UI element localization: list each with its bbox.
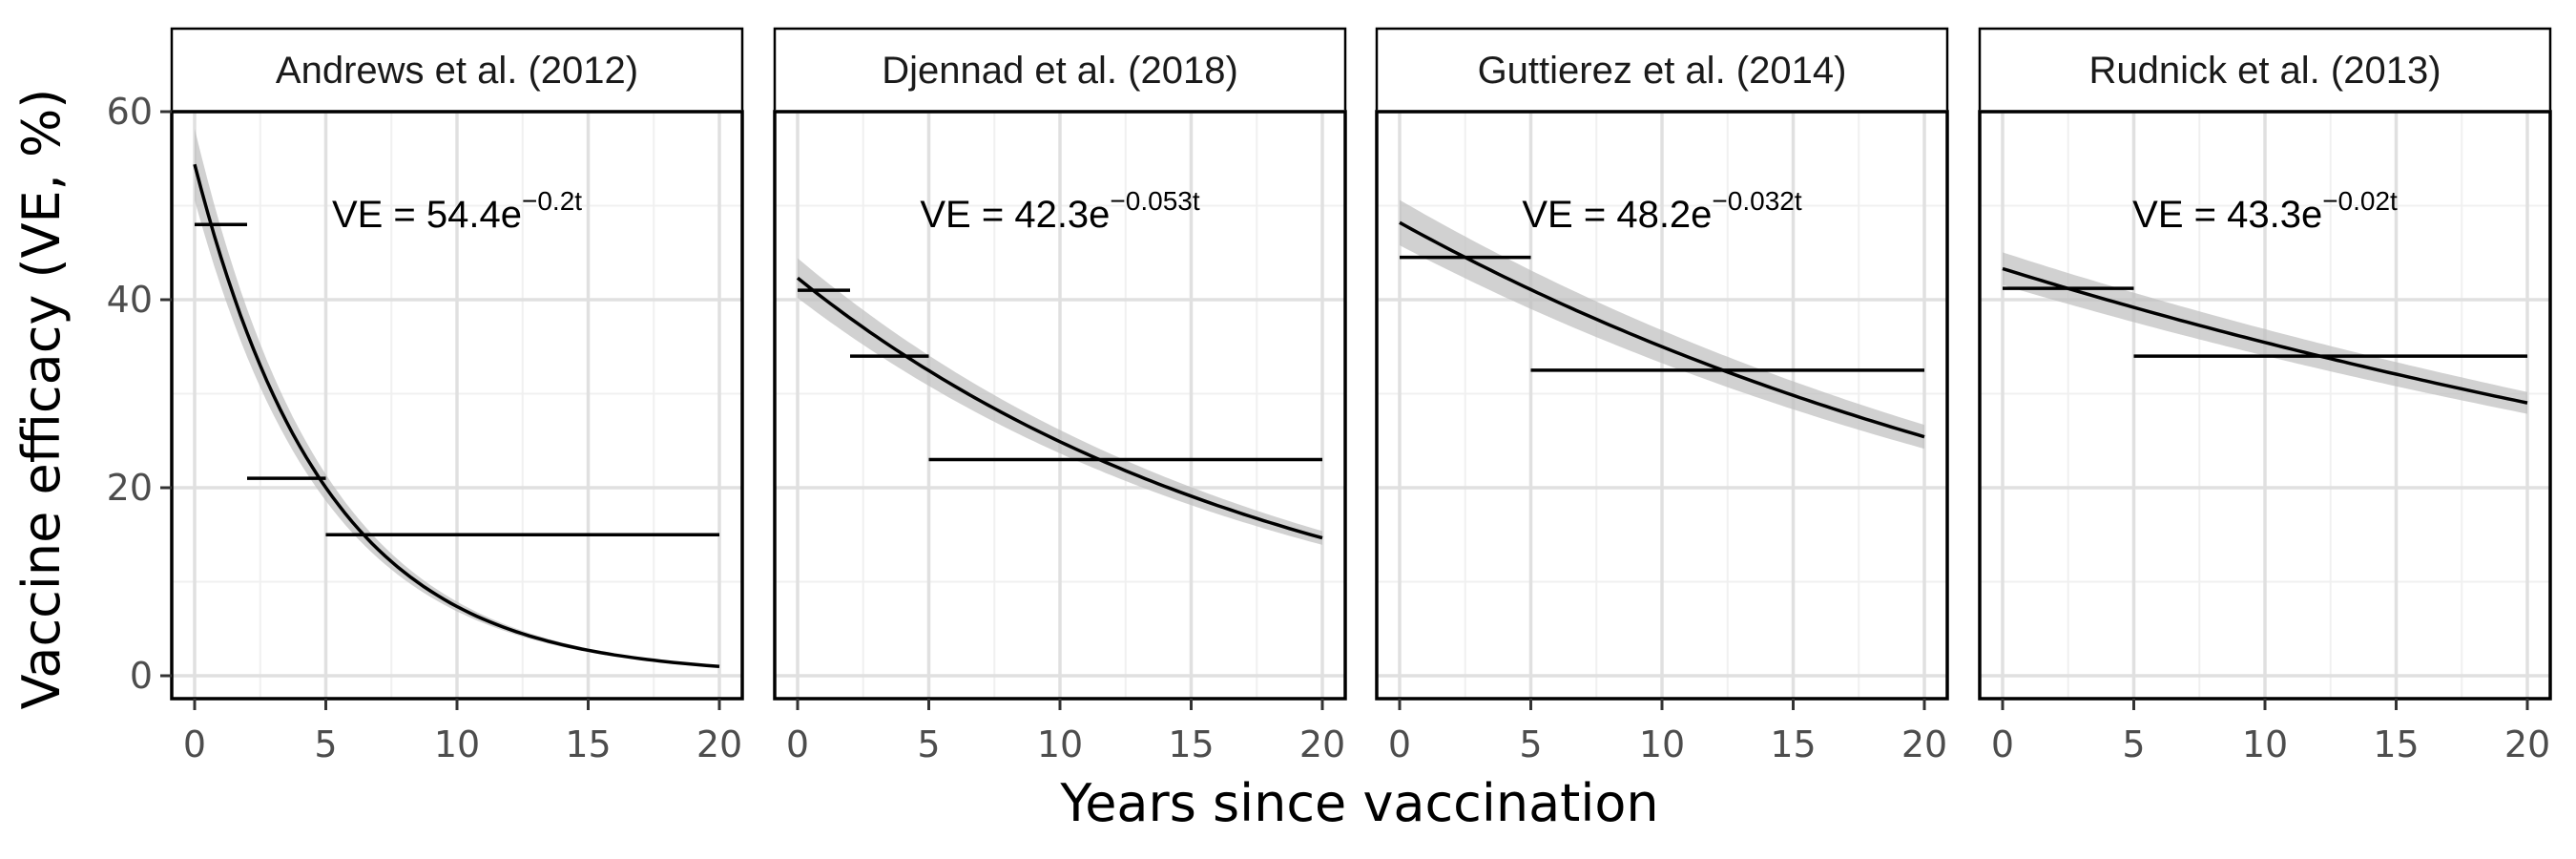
- x-tick-label: 5: [2122, 723, 2145, 765]
- x-tick-label: 10: [434, 723, 480, 765]
- x-axis-title: Years since vaccination: [1059, 773, 1658, 833]
- x-tick-label: 0: [1991, 723, 2014, 765]
- facet-strip-title: Guttierez et al. (2014): [1478, 50, 1847, 92]
- facet-strip: [1375, 27, 1949, 114]
- fitted-curve: [1399, 220, 1925, 439]
- model-equation: VE = 43.3e−0.02t: [2132, 186, 2398, 236]
- y-axis-title: Vaccine efficacy (VE, %): [11, 89, 72, 710]
- facet-strip-title: Rudnick et al. (2013): [2088, 50, 2441, 92]
- facet-panels: Andrews et al. (2012) VE = 54.4e−0.2t 0 5 10…: [107, 27, 2552, 765]
- facet-panel: Djennad et al. (2018) VE = 42.3e−0.053t 0 5…: [773, 27, 1347, 765]
- facet-panel: Andrews et al. (2012) VE = 54.4e−0.2t 0 5 10…: [107, 27, 744, 765]
- x-tick-label: 15: [1168, 723, 1214, 765]
- model-equation: VE = 48.2e−0.032t: [1522, 186, 1801, 236]
- x-tick-label: 5: [917, 723, 940, 765]
- x-tick-label: 15: [2373, 723, 2419, 765]
- fitted-curve: [193, 163, 720, 668]
- fitted-curve: [2002, 266, 2528, 405]
- x-tick-label: 5: [1519, 723, 1542, 765]
- x-tick-label: 10: [2242, 723, 2288, 765]
- y-tick-label: 40: [107, 279, 153, 321]
- model-equation: VE = 42.3e−0.053t: [920, 186, 1199, 236]
- y-tick-label: 60: [107, 91, 153, 133]
- facet-strip: [170, 27, 744, 114]
- equation-exponent: −0.2t: [522, 186, 582, 216]
- x-tick-label: 15: [1770, 723, 1816, 765]
- facet-strip-title: Andrews et al. (2012): [276, 50, 638, 92]
- equation-base: VE = 43.3e: [2132, 194, 2322, 236]
- x-tick-label: 5: [314, 723, 337, 765]
- x-tick-label: 20: [1901, 723, 1947, 765]
- x-tick-label: 20: [696, 723, 742, 765]
- equation-exponent: −0.032t: [1712, 186, 1801, 216]
- facet-panel: Rudnick et al. (2013) VE = 43.3e−0.02t 0 5 1…: [1978, 27, 2552, 765]
- x-tick-label: 20: [1299, 723, 1345, 765]
- x-tick-label: 0: [1388, 723, 1411, 765]
- x-tick-label: 10: [1639, 723, 1685, 765]
- fitted-curve: [796, 276, 1323, 540]
- y-tick-label: 0: [130, 655, 153, 697]
- equation-exponent: −0.02t: [2322, 186, 2398, 216]
- x-tick-label: 0: [786, 723, 809, 765]
- equation-base: VE = 48.2e: [1522, 194, 1712, 236]
- x-tick-label: 15: [565, 723, 611, 765]
- x-tick-label: 10: [1037, 723, 1083, 765]
- equation-base: VE = 54.4e: [332, 194, 522, 236]
- equation-exponent: −0.053t: [1110, 186, 1199, 216]
- confidence-ribbon: [798, 258, 1322, 545]
- confidence-ribbon: [1400, 199, 1924, 450]
- facet-panel: Guttierez et al. (2014) VE = 48.2e−0.032t…: [1375, 27, 1949, 765]
- x-tick-label: 20: [2504, 723, 2550, 765]
- x-tick-label: 0: [183, 723, 206, 765]
- facet-strip: [1978, 27, 2552, 114]
- model-equation: VE = 54.4e−0.2t: [332, 186, 582, 236]
- y-tick-label: 20: [107, 467, 153, 509]
- equation-base: VE = 42.3e: [920, 194, 1110, 236]
- facet-strip-title: Djennad et al. (2018): [882, 50, 1238, 92]
